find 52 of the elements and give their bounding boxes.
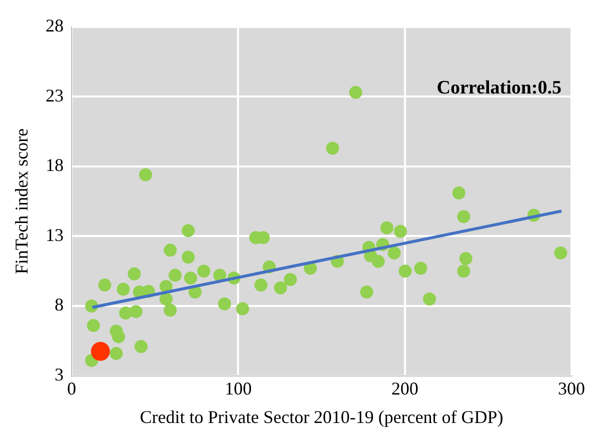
- x-tick-label: 300: [558, 378, 585, 398]
- point: [86, 319, 100, 332]
- x-axis-title: Credit to Private Sector 2010-19 (percent of GDP): [140, 406, 504, 427]
- point: [119, 306, 132, 320]
- point: [98, 278, 112, 292]
- y-tick-label: 18: [46, 155, 64, 176]
- point: [423, 292, 436, 306]
- point: [457, 264, 470, 278]
- point: [349, 86, 362, 99]
- point: [457, 210, 470, 224]
- point: [218, 297, 232, 310]
- point: [129, 305, 142, 318]
- y-tick-label: 28: [46, 16, 64, 36]
- point: [168, 268, 182, 282]
- point: [164, 244, 177, 257]
- point: [160, 292, 173, 306]
- point: [459, 252, 472, 266]
- y-tick-label: 3: [54, 364, 64, 385]
- point: [236, 302, 250, 316]
- point: [394, 224, 407, 238]
- point: [398, 264, 412, 278]
- point: [452, 186, 466, 200]
- y-tick-label: 13: [46, 224, 64, 245]
- point: [90, 342, 110, 361]
- y-axis-title: FinTech index score: [12, 128, 32, 274]
- point: [414, 262, 428, 275]
- point: [110, 346, 123, 360]
- point: [182, 224, 195, 238]
- point: [274, 281, 288, 294]
- point: [254, 278, 268, 292]
- point: [112, 330, 126, 344]
- point: [360, 286, 374, 299]
- point: [128, 267, 141, 280]
- point: [284, 272, 297, 286]
- point: [164, 304, 177, 317]
- y-tick-label: 8: [54, 294, 64, 315]
- point: [139, 168, 152, 182]
- point: [326, 142, 340, 155]
- x-tick-label: 200: [391, 378, 418, 398]
- y-tick-label: 23: [46, 85, 64, 106]
- annotation: Correlation:0.5: [436, 78, 562, 99]
- point: [197, 264, 210, 278]
- point: [116, 282, 130, 296]
- x-tick-label: 0: [67, 378, 76, 398]
- point: [372, 254, 385, 268]
- x-tick-label: 100: [224, 378, 252, 398]
- point: [388, 246, 401, 260]
- point: [182, 250, 195, 264]
- point: [554, 246, 568, 260]
- point: [134, 340, 148, 353]
- point: [380, 221, 394, 234]
- point: [184, 272, 198, 285]
